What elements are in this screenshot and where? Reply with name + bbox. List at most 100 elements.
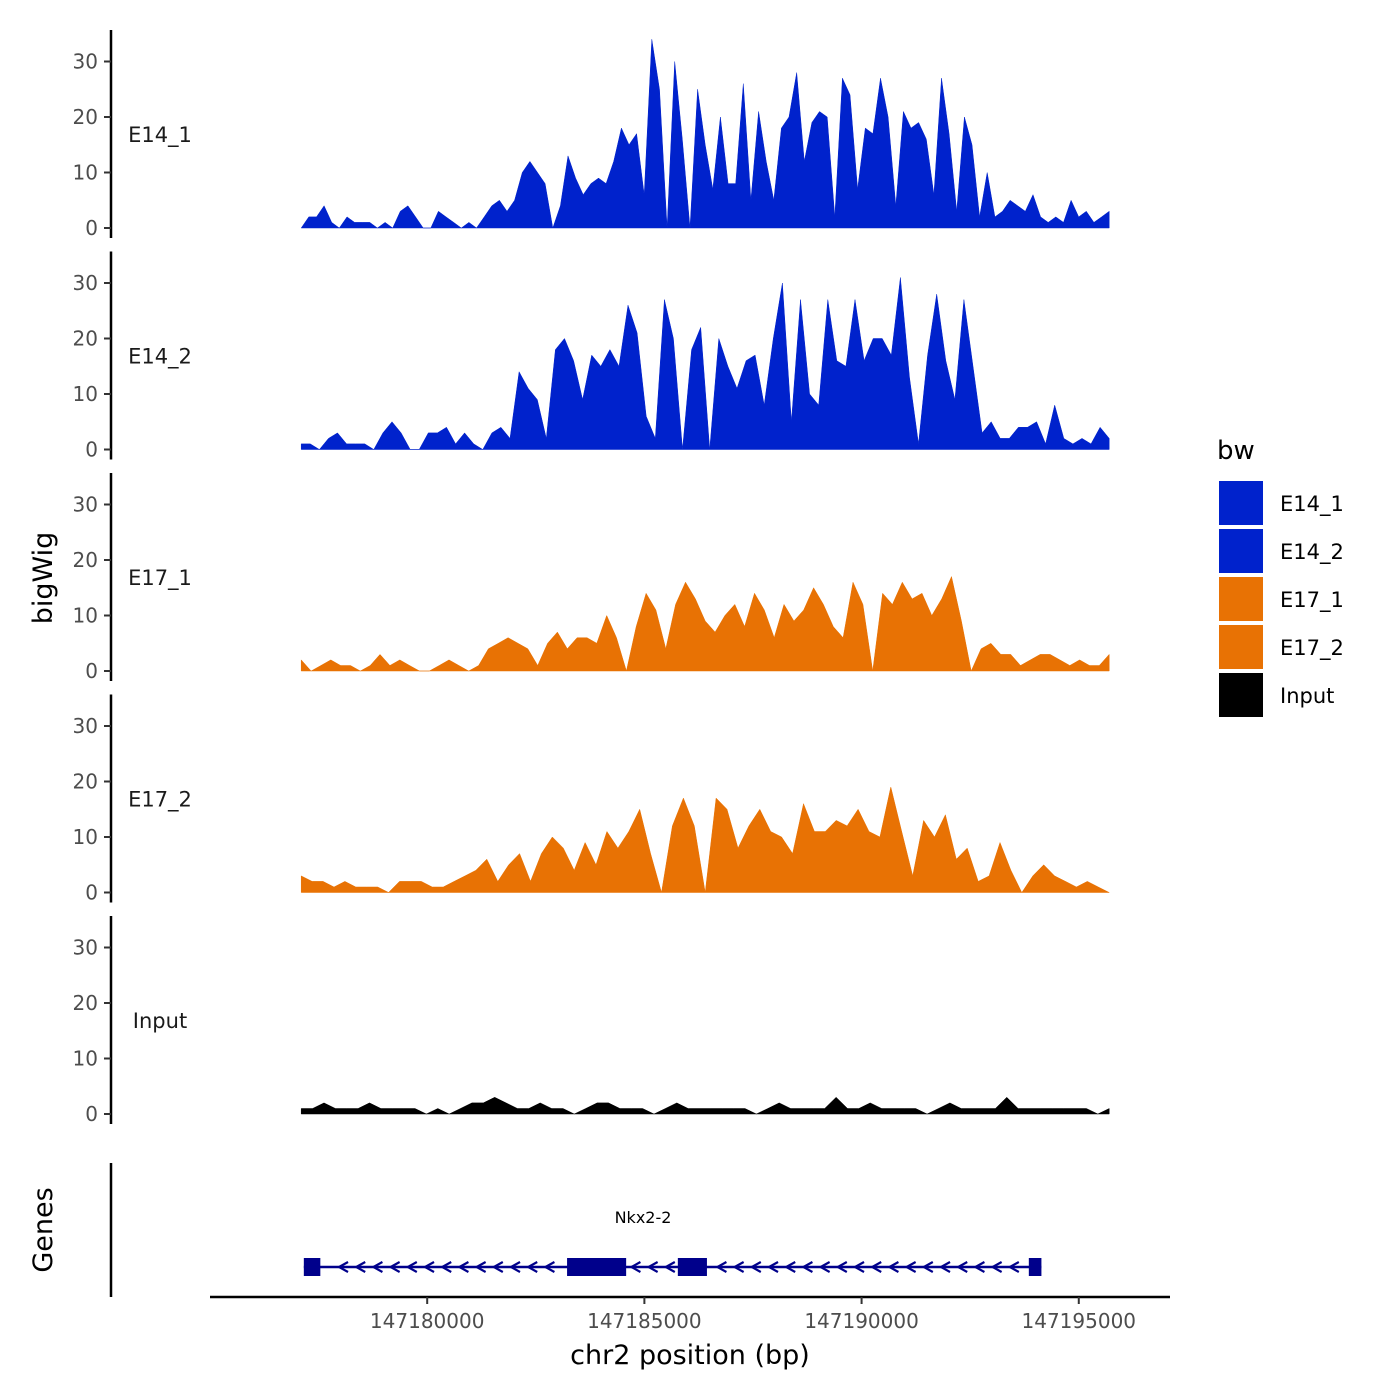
strand-arrow [835,1261,848,1273]
legend-swatch [1219,577,1263,621]
track-e17-2: 0 10 20 30 E17_2 [73,694,1110,905]
y-tick-label: 0 [85,881,98,905]
y-tick-label: 10 [73,161,98,185]
y-tick-label: 0 [85,1102,98,1126]
signal-area-e14-2 [300,277,1110,450]
strand-arrow [663,1261,676,1273]
y-tick-label: 30 [73,936,98,960]
y-tick-label: 0 [85,438,98,462]
strand-arrow [405,1261,418,1273]
track-label: E14_1 [128,123,192,148]
strand-arrow [543,1261,555,1273]
x-axis: 147180000 147185000 147190000 147195000 chr… [210,1295,1170,1371]
gene-models [303,1258,1042,1276]
strand-arrow [371,1261,383,1273]
strand-arrow [749,1261,762,1273]
strand-arrow [336,1261,349,1273]
exon [303,1258,321,1276]
strand-arrow [629,1261,641,1273]
x-tick-label: 147190000 [804,1309,919,1333]
legend: bw E14_1 E14_2 E17_1 E17_2 Input [1217,436,1344,717]
signal-area-e14-1 [300,39,1110,229]
y-tick-label: 10 [73,604,98,628]
strand-arrow [457,1261,469,1273]
strand-arrow [388,1261,401,1273]
y-tick-label: 30 [73,714,98,738]
track-input: 0 10 20 30 Input [73,916,1110,1126]
strand-arrow [1007,1261,1020,1273]
track-e14-2: 0 10 20 30 E14_2 [73,251,1110,462]
exon [677,1258,707,1276]
y-tick-label: 30 [73,271,98,295]
strand-arrow [525,1261,538,1273]
strand-arrow [474,1261,487,1273]
strand-arrow [508,1261,521,1273]
strand-arrow [801,1261,813,1273]
x-axis-ticks: 147180000 147185000 147190000 147195000 [370,1297,1136,1333]
strand-arrow [973,1261,985,1273]
legend-label: E14_1 [1280,492,1344,517]
signal-area-e17-2 [300,786,1110,893]
strand-arrow [818,1261,831,1273]
y-axis-title: bigWig [28,532,59,625]
strand-arrow [715,1261,727,1273]
track-label: E17_2 [128,788,192,813]
strand-arrow [491,1261,504,1273]
strand-arrow [783,1261,796,1273]
y-tick-label: 20 [73,327,98,351]
strand-arrow [887,1261,899,1273]
strand-arrow [869,1261,882,1273]
exon [1028,1258,1042,1276]
legend-swatch [1219,529,1263,573]
gene-name-label: Nkx2-2 [615,1208,672,1227]
track-label: E14_2 [128,345,192,370]
legend-label: E17_1 [1280,588,1344,613]
y-tick-label: 10 [73,382,98,406]
y-tick-label: 10 [73,1047,98,1071]
exon [567,1258,627,1276]
track-label: Input [133,1009,187,1033]
strand-arrow [904,1261,917,1273]
legend-swatch [1219,673,1263,717]
legend-label: Input [1280,684,1334,708]
y-tick-label: 10 [73,825,98,849]
x-tick-label: 147195000 [1022,1309,1137,1333]
strand-arrow [852,1261,865,1273]
strand-arrow [353,1261,366,1273]
strand-arrow [646,1261,659,1273]
track-e17-1: 0 10 20 30 E17_1 [73,473,1110,683]
y-tick-label: 0 [85,659,98,683]
track-e14-1: 0 10 20 30 E14_1 [73,30,1110,240]
y-tick-label: 20 [73,991,98,1015]
strand-arrow [990,1261,1003,1273]
signal-area-input [300,1097,1110,1115]
legend-items: E14_1 E14_2 E17_1 E17_2 Input [1219,481,1344,717]
legend-title: bw [1217,436,1255,466]
strand-arrow [766,1261,779,1273]
y-tick-label: 20 [73,770,98,794]
genes-axis-title: Genes [28,1187,59,1272]
y-tick-label: 20 [73,548,98,572]
strand-arrow [422,1261,435,1273]
track-label: E17_1 [128,566,192,591]
y-tick-label: 30 [73,50,98,74]
gene-panel: Nkx2-2 [109,1163,1042,1297]
strand-arrow [921,1261,934,1273]
x-axis-title: chr2 position (bp) [570,1340,810,1371]
y-tick-label: 20 [73,105,98,129]
strand-arrow [955,1261,968,1273]
y-tick-label: 0 [85,216,98,240]
x-tick-label: 147185000 [587,1309,702,1333]
legend-swatch [1219,481,1263,525]
signal-area-e17-1 [300,576,1110,672]
bigwig-tracks: 0 10 20 30 E14_1 0 10 20 30 E14_2 0 10 20 30 E17_1 0 10 2… [73,30,1110,1126]
legend-label: E17_2 [1280,636,1344,661]
legend-swatch [1219,625,1263,669]
legend-label: E14_2 [1280,540,1344,565]
strand-arrow [439,1261,452,1273]
strand-arrow [732,1261,745,1273]
strand-arrow [938,1261,951,1273]
y-tick-label: 30 [73,493,98,517]
x-tick-label: 147180000 [370,1309,485,1333]
